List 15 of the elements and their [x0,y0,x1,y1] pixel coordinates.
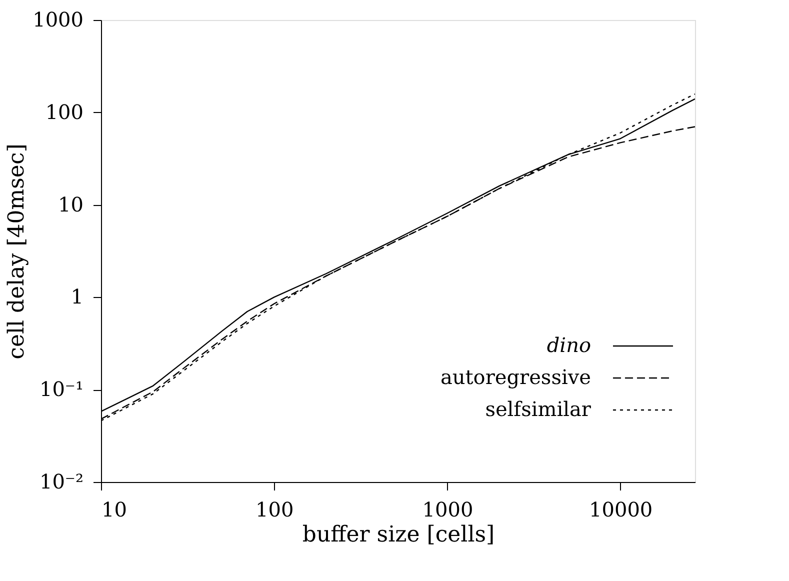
legend-label: dino [546,333,591,357]
y-tick-label: 100 [45,100,84,124]
y-tick-label: 1 [70,284,84,309]
y-tick-label: 1000 [32,8,84,32]
legend-label: autoregressive [440,365,591,389]
y-axis-title: cell delay [40msec] [4,144,30,360]
y-tick-label: 10⁻¹ [39,377,84,402]
x-tick-label: 10000 [589,498,653,522]
x-tick-label: 100 [256,498,294,522]
y-tick-label: 10 [58,192,84,216]
x-tick-label: 10 [102,498,127,522]
x-tick-label: 1000 [422,498,474,522]
y-tick-label: 10⁻² [39,470,84,494]
legend-label: selfsimilar [485,397,592,421]
x-axis-title: buffer size [cells] [302,522,495,548]
